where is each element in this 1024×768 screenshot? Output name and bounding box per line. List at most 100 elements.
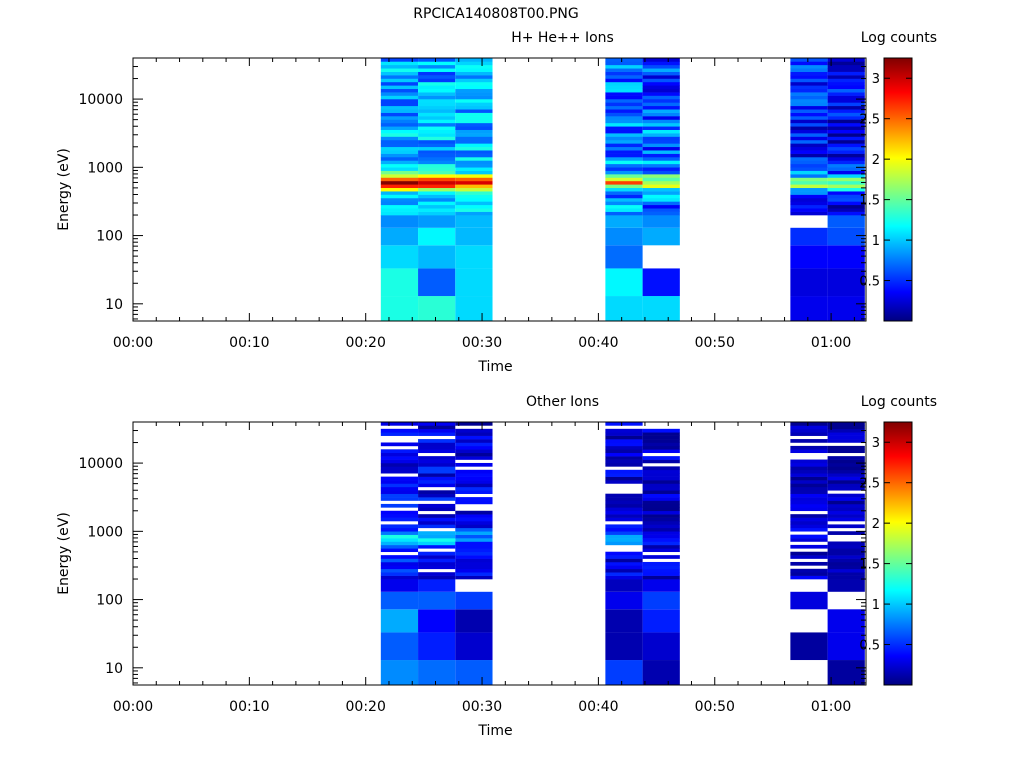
heatmap-cell: [642, 119, 680, 124]
heatmap-cell: [642, 296, 680, 321]
heatmap-cell: [380, 486, 419, 491]
heatmap-cell: [827, 514, 865, 518]
heatmap-cell: [418, 122, 456, 127]
heatmap-cell: [380, 432, 419, 436]
heatmap-cell: [827, 160, 865, 165]
heatmap-cell: [642, 428, 680, 433]
heatmap-cell: [642, 442, 680, 447]
heatmap-cell: [418, 160, 456, 165]
heatmap-cell: [380, 163, 419, 168]
heatmap-cell: [790, 439, 828, 443]
heatmap-cell: [418, 558, 456, 563]
heatmap-cell: [790, 208, 828, 212]
heatmap-cell: [418, 517, 456, 522]
heatmap-cell: [380, 122, 419, 127]
heatmap-cell: [827, 660, 865, 685]
heatmap-cell: [455, 428, 493, 433]
heatmap-cell: [827, 497, 865, 501]
heatmap-cell: [790, 469, 828, 474]
heatmap-cell: [827, 177, 865, 182]
heatmap-cell: [827, 215, 865, 228]
y-tick-label: 10000: [78, 456, 123, 472]
heatmap-cell: [642, 170, 680, 175]
colorbar-tick-label: 2.5: [859, 477, 880, 492]
heatmap-cell: [642, 174, 680, 178]
heatmap-cell: [790, 473, 828, 477]
heatmap-cell: [418, 227, 456, 246]
heatmap-cell: [790, 143, 828, 148]
heatmap-cell: [827, 476, 865, 481]
heatmap-cell: [605, 194, 643, 199]
y-tick-label: 100: [96, 593, 123, 609]
colorbar-tick-label: 3: [872, 436, 880, 451]
heatmap-cell: [827, 432, 865, 436]
heatmap-cell: [605, 81, 643, 86]
heatmap-cell: [642, 514, 680, 518]
heatmap-cell: [418, 88, 456, 93]
heatmap-cell: [790, 146, 828, 151]
heatmap-cell: [418, 551, 456, 556]
heatmap-cell: [455, 85, 493, 90]
heatmap-cell: [827, 201, 865, 206]
heatmap-cell: [790, 150, 828, 154]
heatmap-cell: [418, 211, 456, 216]
heatmap-cell: [455, 194, 493, 199]
heatmap-cell: [642, 632, 680, 661]
heatmap-cell: [418, 194, 456, 199]
heatmap-cells: [380, 422, 865, 685]
heatmap-cell: [605, 156, 643, 161]
heatmap-cell: [790, 245, 828, 269]
heatmap-cell: [380, 75, 419, 79]
heatmap-cell: [605, 660, 643, 685]
heatmap-cell: [642, 116, 680, 120]
heatmap-cell: [380, 102, 419, 107]
heatmap-cell: [455, 150, 493, 154]
colorbar-frame: [883, 421, 913, 686]
heatmap-cell: [642, 503, 680, 508]
heatmap-cell: [380, 208, 419, 212]
colorbar-tick-label: 3: [872, 72, 880, 87]
heatmap-cell: [605, 139, 643, 144]
heatmap-cell: [418, 208, 456, 212]
heatmap-cell: [605, 568, 643, 573]
heatmap-cell: [642, 88, 680, 93]
y-axis-label: Energy (eV): [56, 512, 72, 595]
heatmap-cell: [790, 466, 828, 471]
heatmap-cell: [642, 95, 680, 100]
x-axis-label: Time: [477, 359, 512, 375]
plot-frame: [132, 421, 867, 686]
heatmap-cell: [642, 136, 680, 141]
heatmap-cell: [642, 473, 680, 477]
heatmap-cell: [380, 81, 419, 86]
heatmap-cell: [455, 102, 493, 107]
heatmap-cell: [605, 432, 643, 436]
heatmap-cell: [827, 466, 865, 471]
heatmap-cell: [455, 153, 493, 158]
heatmap-cell: [642, 555, 680, 559]
heatmap-cell: [827, 194, 865, 199]
heatmap-cell: [455, 98, 493, 103]
heatmap-cell: [455, 432, 493, 436]
y-tick-label: 10000: [78, 92, 123, 108]
heatmap-cell: [380, 660, 419, 685]
heatmap-cell: [455, 163, 493, 168]
heatmap-cell: [605, 459, 643, 464]
heatmap-cell: [642, 497, 680, 501]
heatmap-cell: [418, 201, 456, 206]
heatmap-cell: [642, 68, 680, 72]
colorbar-tick-label: 2: [872, 153, 880, 168]
heatmap-cell: [790, 122, 828, 127]
heatmap-cell: [455, 64, 493, 69]
heatmap-cell: [455, 136, 493, 141]
heatmap-cell: [605, 591, 643, 610]
x-tick-label: 00:00: [113, 335, 153, 351]
heatmap-cell: [790, 268, 828, 297]
x-tick-label: 00:30: [462, 699, 502, 715]
heatmap-cell: [455, 160, 493, 165]
heatmap-cell: [380, 156, 419, 161]
heatmap-cell: [455, 133, 493, 137]
heatmap-cell: [827, 98, 865, 103]
heatmap-cell: [418, 445, 456, 450]
heatmap-cell: [455, 215, 493, 228]
heatmap-cell: [455, 422, 493, 426]
